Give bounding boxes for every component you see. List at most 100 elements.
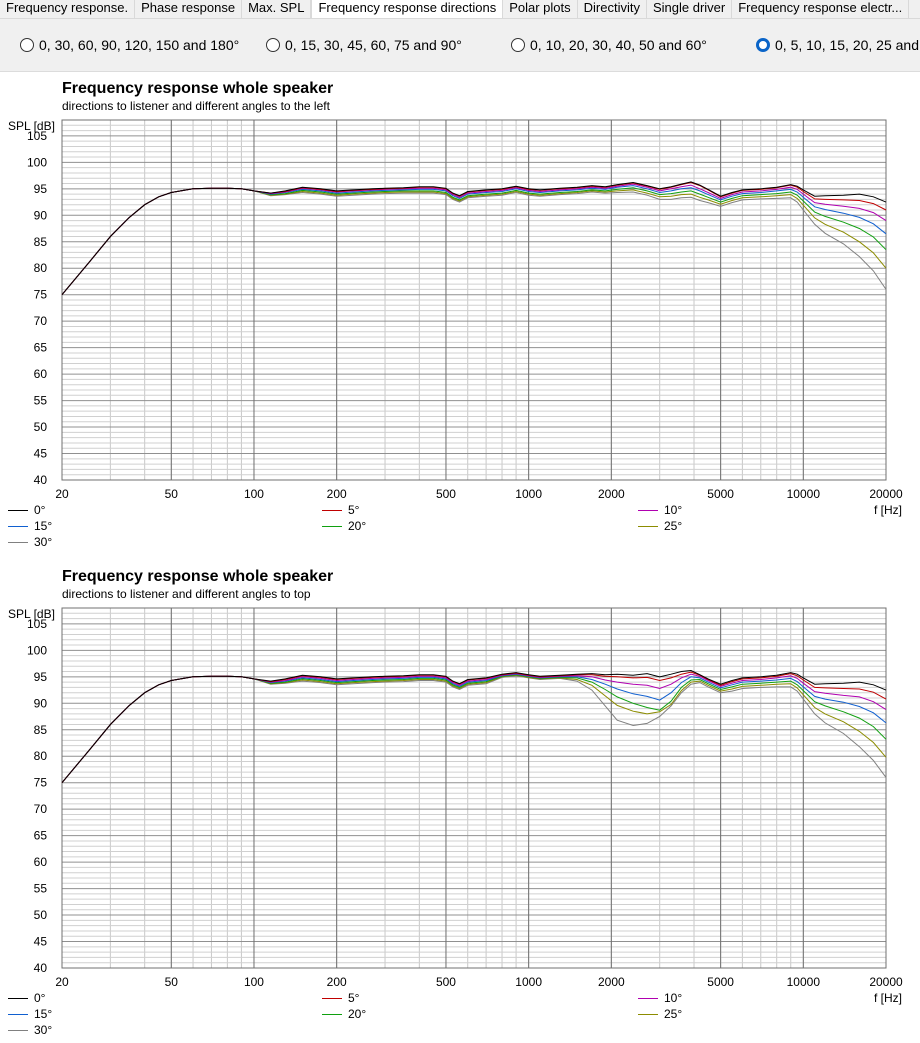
tab-6[interactable]: Single driver bbox=[646, 0, 733, 18]
y-tick-label: 60 bbox=[34, 855, 48, 869]
x-axis-label: f [Hz] bbox=[874, 991, 902, 1005]
y-tick-label: 65 bbox=[34, 829, 48, 843]
y-tick-label: 90 bbox=[34, 696, 48, 710]
plot-frame bbox=[61, 119, 887, 481]
legend-swatch bbox=[638, 1014, 658, 1015]
y-tick-label: 100 bbox=[27, 155, 47, 169]
y-tick-label: 65 bbox=[34, 341, 48, 355]
y-tick-label: 80 bbox=[34, 261, 48, 275]
chart-title: Frequency response whole speaker bbox=[62, 568, 334, 585]
legend-item: 15° bbox=[8, 1007, 52, 1021]
legend-item: 10° bbox=[638, 991, 682, 1005]
legend-swatch bbox=[322, 510, 342, 511]
x-tick-label: 20000 bbox=[869, 487, 903, 501]
legend-label: 20° bbox=[348, 1007, 367, 1021]
legend-item: 25° bbox=[638, 1007, 682, 1021]
plot-frame bbox=[61, 607, 887, 969]
legend-item: 20° bbox=[322, 1007, 366, 1021]
legend-item: 0° bbox=[8, 991, 45, 1005]
legend-item: 5° bbox=[322, 503, 359, 517]
y-tick-label: 90 bbox=[34, 208, 48, 222]
angle-option-label: 0, 5, 10, 15, 20, 25 and bbox=[775, 37, 920, 53]
x-tick-label: 100 bbox=[244, 487, 264, 501]
angle-option-0[interactable]: 0, 30, 60, 90, 120, 150 and 180° bbox=[20, 37, 239, 55]
series-line-1 bbox=[61, 671, 887, 784]
chart-subtitle: directions to listener and different ang… bbox=[62, 587, 311, 601]
y-tick-label: 105 bbox=[27, 129, 47, 143]
x-tick-label: 100 bbox=[244, 975, 264, 989]
y-tick-label: 95 bbox=[34, 182, 48, 196]
legend-label: 30° bbox=[34, 1023, 53, 1037]
x-tick-label: 200 bbox=[327, 487, 347, 501]
legend-label: 25° bbox=[664, 1007, 683, 1021]
y-axis-label: SPL [dB] bbox=[8, 607, 55, 621]
legend-swatch bbox=[322, 1014, 342, 1015]
legend-label: 0° bbox=[34, 503, 46, 517]
legend-swatch bbox=[8, 542, 28, 543]
y-tick-label: 85 bbox=[34, 235, 48, 249]
y-axis-label: SPL [dB] bbox=[8, 119, 55, 133]
y-tick-label: 45 bbox=[34, 935, 48, 949]
angle-option-label: 0, 30, 60, 90, 120, 150 and 180° bbox=[39, 37, 240, 53]
y-tick-label: 70 bbox=[34, 802, 48, 816]
y-tick-label: 100 bbox=[27, 643, 47, 657]
y-tick-label: 105 bbox=[27, 617, 47, 631]
chart-left-angles: Frequency response whole speaker directi… bbox=[0, 80, 920, 550]
legend-swatch bbox=[638, 526, 658, 527]
tab-7[interactable]: Frequency response electr... bbox=[732, 0, 910, 18]
x-tick-label: 20 bbox=[55, 487, 69, 501]
y-tick-label: 80 bbox=[34, 749, 48, 763]
x-tick-label: 20 bbox=[55, 975, 69, 989]
angle-options-bar: 0, 30, 60, 90, 120, 150 and 180° 0, 15, 3… bbox=[0, 19, 920, 72]
x-axis-label: f [Hz] bbox=[874, 503, 902, 517]
y-tick-label: 45 bbox=[34, 447, 48, 461]
angle-option-3[interactable]: 0, 5, 10, 15, 20, 25 and bbox=[756, 37, 919, 55]
radio-button[interactable] bbox=[756, 38, 770, 52]
legend-item: 25° bbox=[638, 519, 682, 533]
tab-3[interactable]: Frequency response directions bbox=[311, 0, 504, 18]
legend-item: 20° bbox=[322, 519, 366, 533]
legend-swatch bbox=[322, 526, 342, 527]
x-tick-label: 1000 bbox=[515, 975, 542, 989]
y-tick-label: 60 bbox=[34, 367, 48, 381]
radio-button[interactable] bbox=[266, 38, 280, 52]
tab-4[interactable]: Polar plots bbox=[503, 0, 578, 18]
x-tick-label: 1000 bbox=[515, 487, 542, 501]
tab-1[interactable]: Phase response bbox=[135, 0, 243, 18]
x-tick-label: 2000 bbox=[598, 487, 625, 501]
chart-title: Frequency response whole speaker bbox=[62, 80, 334, 97]
tab-bar: Frequency response. Phase response Max. SP… bbox=[0, 0, 920, 19]
y-tick-label: 55 bbox=[34, 394, 48, 408]
x-tick-label: 500 bbox=[436, 975, 456, 989]
radio-button[interactable] bbox=[20, 38, 34, 52]
chart-subtitle: directions to listener and different ang… bbox=[62, 99, 330, 113]
y-tick-label: 75 bbox=[34, 776, 48, 790]
legend-label: 10° bbox=[664, 503, 683, 517]
radio-button[interactable] bbox=[511, 38, 525, 52]
x-tick-label: 2000 bbox=[598, 975, 625, 989]
x-tick-label: 500 bbox=[436, 487, 456, 501]
legend-item: 5° bbox=[322, 991, 359, 1005]
y-tick-label: 40 bbox=[34, 473, 48, 487]
x-tick-label: 200 bbox=[327, 975, 347, 989]
y-tick-label: 75 bbox=[34, 288, 48, 302]
chart-top-angles: Frequency response whole speaker directi… bbox=[0, 568, 920, 1038]
x-tick-label: 5000 bbox=[707, 487, 734, 501]
legend-label: 15° bbox=[34, 1007, 53, 1021]
series-line-0 bbox=[61, 669, 887, 784]
legend-label: 5° bbox=[348, 991, 360, 1005]
y-tick-label: 70 bbox=[34, 314, 48, 328]
tab-2[interactable]: Max. SPL bbox=[242, 0, 312, 18]
legend-label: 25° bbox=[664, 519, 683, 533]
tab-5[interactable]: Directivity bbox=[577, 0, 647, 18]
legend-swatch bbox=[322, 998, 342, 999]
y-tick-label: 85 bbox=[34, 723, 48, 737]
legend-swatch bbox=[8, 526, 28, 527]
angle-option-2[interactable]: 0, 10, 20, 30, 40, 50 and 60° bbox=[511, 37, 707, 55]
y-tick-label: 40 bbox=[34, 961, 48, 975]
tab-0[interactable]: Frequency response. bbox=[0, 0, 136, 18]
legend-label: 15° bbox=[34, 519, 53, 533]
angle-option-1[interactable]: 0, 15, 30, 45, 60, 75 and 90° bbox=[266, 37, 462, 55]
